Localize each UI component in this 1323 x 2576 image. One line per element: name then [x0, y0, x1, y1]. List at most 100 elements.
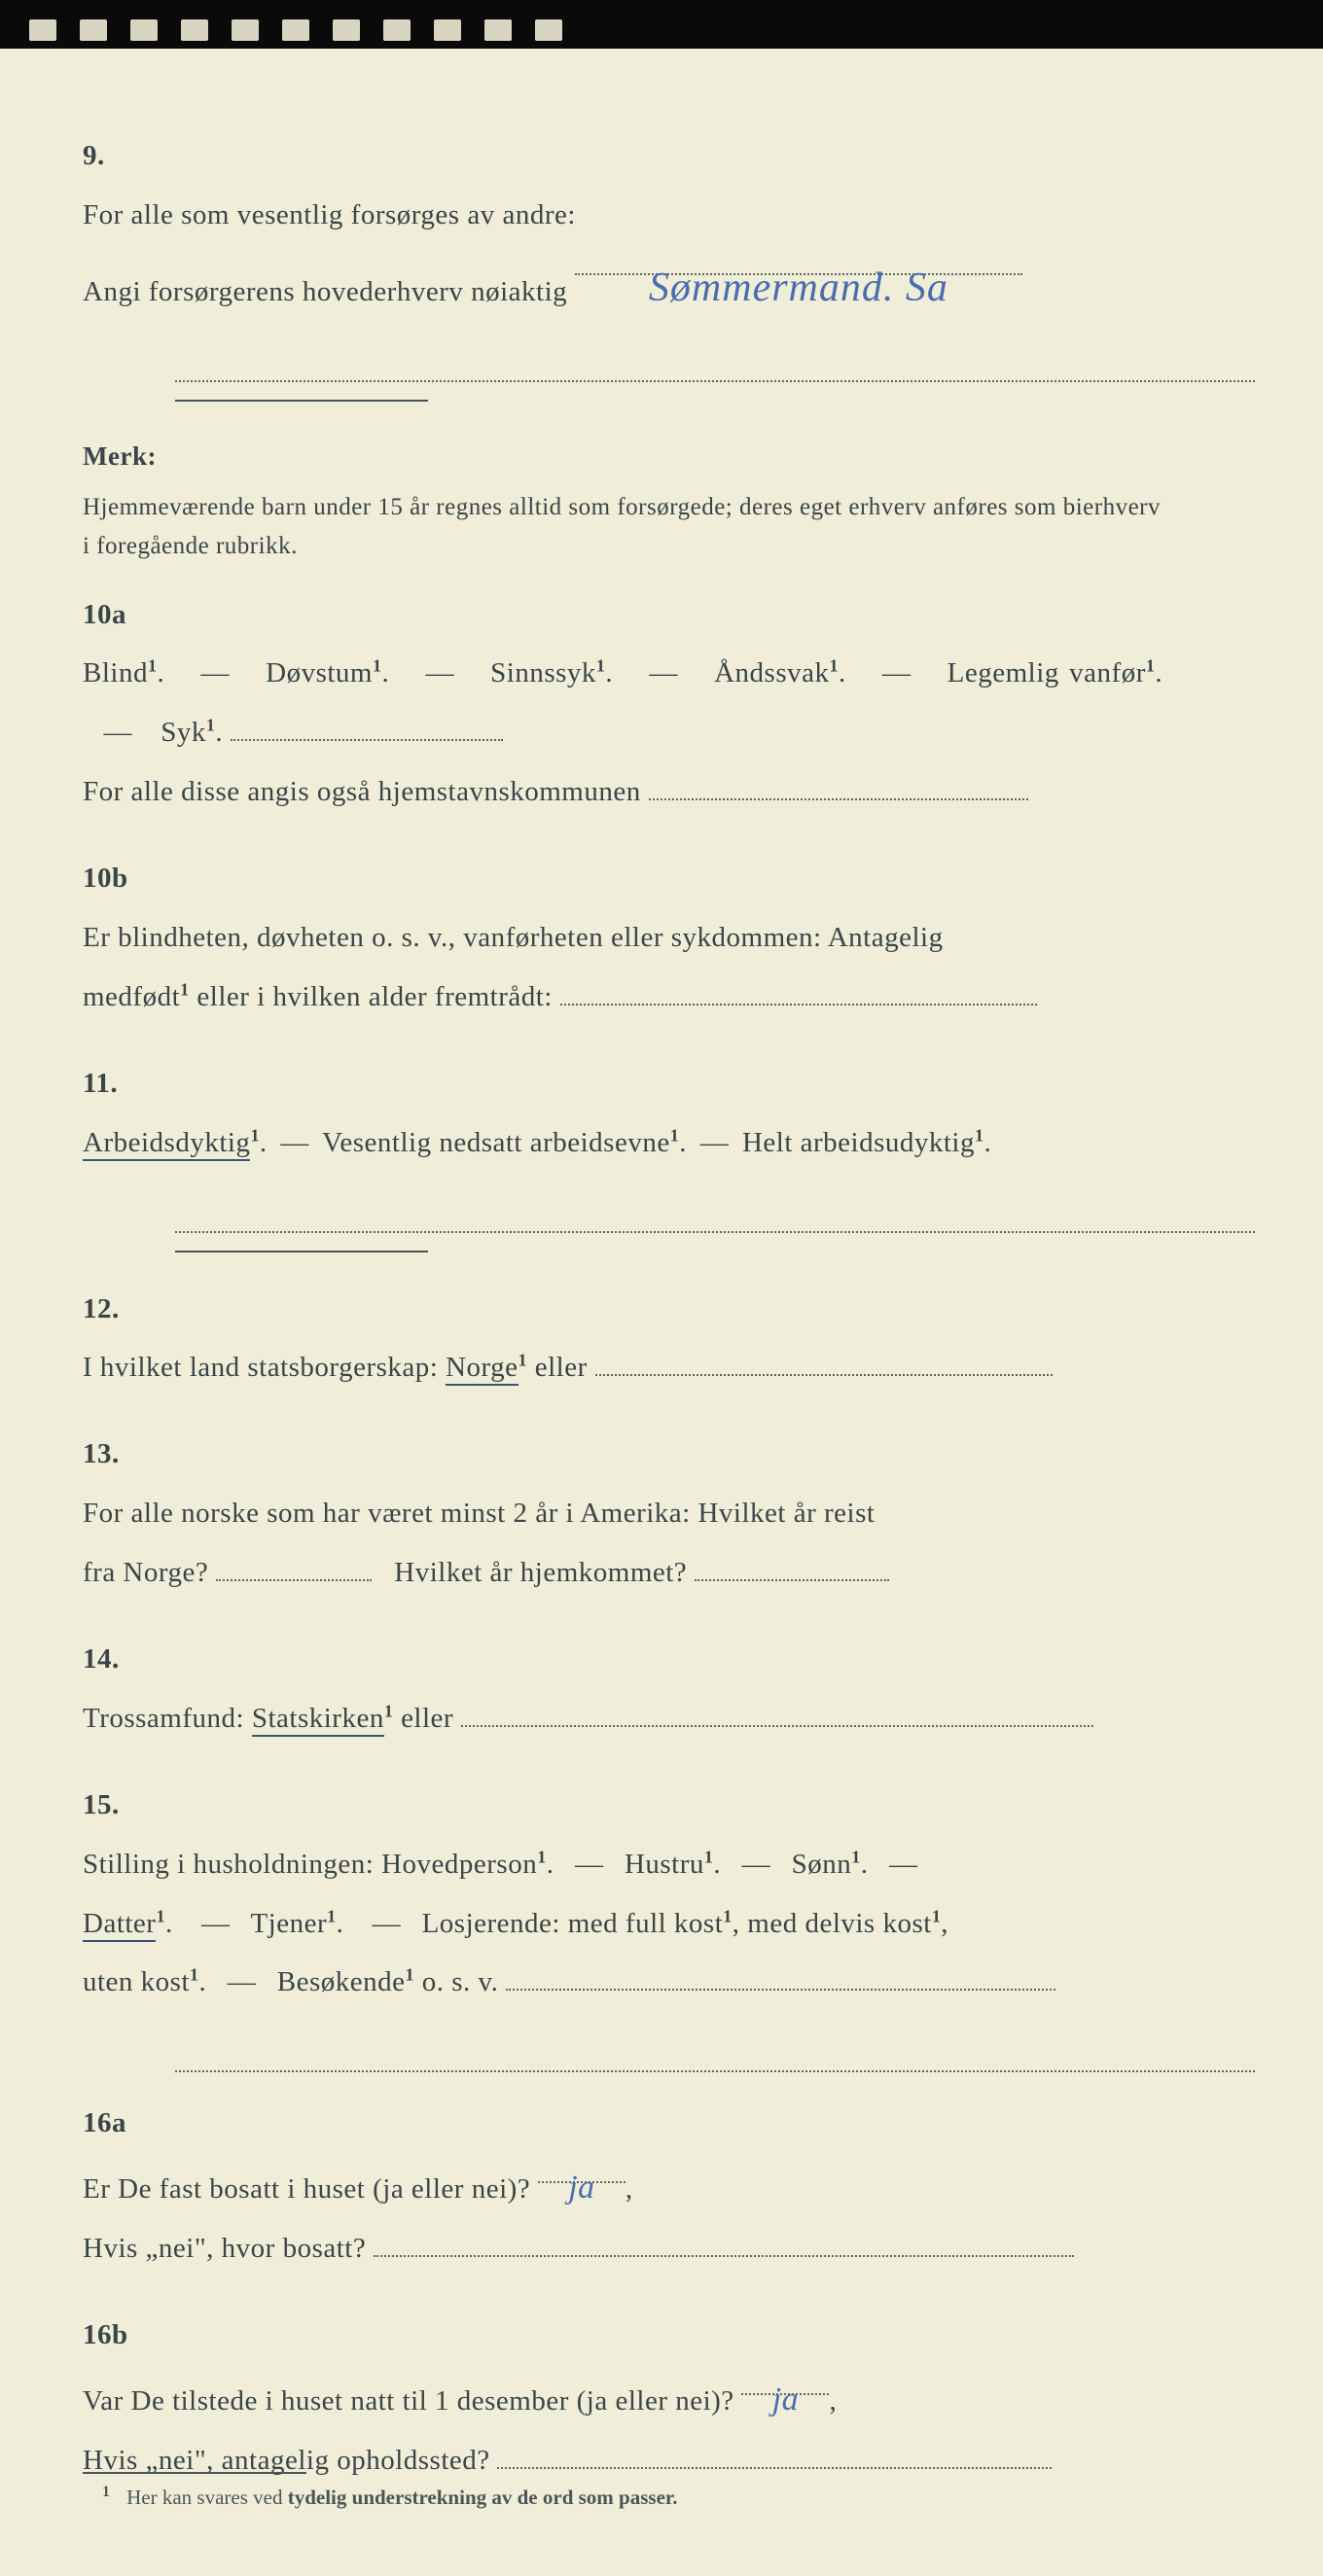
period: . — [547, 1849, 554, 1880]
blank-line — [560, 975, 1037, 1006]
q10b-line2a: medfødt — [83, 981, 180, 1012]
question-number: 10a — [83, 585, 170, 645]
q15-osv: o. s. v. — [422, 1966, 499, 1997]
question-number: 10b — [83, 849, 170, 908]
q15-delvis: , med delvis kost — [733, 1908, 932, 1939]
sup: 1 — [190, 1965, 198, 1985]
opt: Sønn — [792, 1849, 852, 1880]
sprocket-hole — [535, 19, 562, 41]
sprocket-hole — [383, 19, 411, 41]
merk-label: Merk: — [83, 429, 170, 484]
footnote: 1 Her kan svares ved tydelig understrekn… — [102, 2484, 678, 2510]
question-16b: 16b Var De tilstede i huset natt til 1 d… — [83, 2306, 1255, 2490]
dash: — — [373, 1908, 402, 1939]
sprocket-hole — [282, 19, 309, 41]
q16a-line2: Hvis „nei", hvor bosatt? — [83, 2233, 366, 2264]
answer-field: ja — [741, 2365, 829, 2395]
sup: 1 — [932, 1906, 941, 1925]
opt: Losjerende: med full kost — [422, 1908, 724, 1939]
answer-field: ja — [538, 2153, 626, 2183]
q13-line1: For alle norske som har været minst 2 år… — [83, 1498, 875, 1529]
question-16a: 16a Er De fast bosatt i huset (ja eller … — [83, 2094, 1255, 2278]
handwritten-answer: Sømmermand. Sa — [649, 265, 948, 310]
sup: 1 — [406, 1965, 414, 1985]
blank-line — [175, 349, 1255, 382]
question-12: 12. I hvilket land statsborgerskap: Norg… — [83, 1280, 1255, 1398]
question-9: 9. For alle som vesentlig forsørges av a… — [83, 126, 1255, 322]
period: . — [337, 1908, 344, 1939]
sprocket-hole — [484, 19, 512, 41]
sup: 1 — [1146, 656, 1155, 676]
opt-underlined: Norge — [446, 1352, 518, 1386]
dash: — — [228, 1966, 257, 1997]
footnote-bold: tydelig understrekning av de ord som pas… — [288, 2486, 678, 2509]
handwritten-answer: ja — [568, 2170, 594, 2205]
question-number: 11. — [83, 1054, 170, 1113]
dash: — — [882, 657, 912, 688]
sup: 1 — [518, 1351, 527, 1370]
q15-pre: Stilling i husholdningen: — [83, 1849, 381, 1880]
question-13: 13. For alle norske som har været minst … — [83, 1425, 1255, 1603]
footnote-pre: Her kan svares ved — [126, 2486, 288, 2509]
question-number: 12. — [83, 1280, 170, 1339]
sup: 1 — [384, 1701, 393, 1720]
comma: , — [829, 2385, 837, 2417]
sprocket-hole — [333, 19, 360, 41]
question-body: For alle som vesentlig forsørges av andr… — [83, 186, 1162, 322]
dash: — — [575, 1849, 604, 1880]
document-page: 9. For alle som vesentlig forsørges av a… — [0, 0, 1323, 2576]
period: . — [861, 1849, 869, 1880]
period: . — [199, 1966, 207, 1997]
opt-underlined: Statskirken — [252, 1703, 384, 1737]
opt: Blind — [83, 657, 148, 688]
question-body: Er De fast bosatt i huset (ja eller nei)… — [83, 2153, 1162, 2278]
sup: 1 — [723, 1906, 732, 1925]
question-body: For alle norske som har været minst 2 år… — [83, 1484, 1162, 1603]
sup: 1 — [180, 979, 189, 999]
q10a-line2: For alle disse angis også hjemstavnskomm… — [83, 776, 641, 807]
blank-line — [506, 1960, 1055, 1991]
sprocket-hole — [232, 19, 259, 41]
footnote-mark: 1 — [102, 2484, 110, 2500]
opt: Legemlig vanfør — [948, 657, 1146, 688]
sup: 1 — [206, 716, 215, 735]
question-10b: 10b Er blindheten, døvheten o. s. v., va… — [83, 849, 1255, 1027]
sup: 1 — [670, 1125, 679, 1145]
dash: — — [425, 657, 454, 688]
blank-line — [216, 1551, 372, 1581]
sprocket-hole — [130, 19, 158, 41]
blank-line — [595, 1346, 1053, 1376]
dash: — — [889, 1849, 918, 1880]
merk-text: Hjemmeværende barn under 15 år regnes al… — [83, 488, 1162, 566]
q16b-q: Var De tilstede i huset natt til 1 desem… — [83, 2385, 734, 2417]
footnote-rule — [83, 2472, 306, 2474]
question-11: 11. Arbeidsdyktig1. — Vesentlig nedsatt … — [83, 1054, 1255, 1173]
sprocket-hole — [181, 19, 208, 41]
opt: Hovedperson — [381, 1849, 537, 1880]
blank-line — [695, 1551, 889, 1581]
period: . — [713, 1849, 721, 1880]
question-number: 15. — [83, 1776, 170, 1835]
q9-line2: Angi forsørgerens hovederhverv nøiaktig — [83, 276, 567, 307]
q13-line2b: Hvilket år hjemkommet? — [394, 1557, 687, 1588]
q12-text: I hvilket land statsborgerskap: — [83, 1352, 446, 1383]
period: . — [381, 657, 389, 688]
question-14: 14. Trossamfund: Statskirken1 eller — [83, 1630, 1255, 1748]
q10b-line2b: eller i hvilken alder fremtrådt: — [197, 981, 552, 1012]
q10b-line1: Er blindheten, døvheten o. s. v., vanfør… — [83, 922, 944, 953]
opt: uten kost — [83, 1966, 190, 1997]
opt: Besøkende — [277, 1966, 406, 1997]
period: . — [165, 1908, 173, 1939]
dash: — — [200, 657, 230, 688]
sup: 1 — [537, 1847, 546, 1866]
q16a-q: Er De fast bosatt i huset (ja eller nei)… — [83, 2173, 530, 2205]
blank-line — [175, 2039, 1255, 2072]
sup: 1 — [250, 1125, 259, 1145]
period: . — [260, 1127, 268, 1158]
spacer — [83, 2072, 1255, 2094]
sprocket-hole — [80, 19, 107, 41]
opt-underlined: Arbeidsdyktig — [83, 1127, 250, 1161]
question-body: Er blindheten, døvheten o. s. v., vanfør… — [83, 908, 1162, 1027]
period: . — [983, 1127, 991, 1158]
blank-line — [461, 1697, 1093, 1727]
